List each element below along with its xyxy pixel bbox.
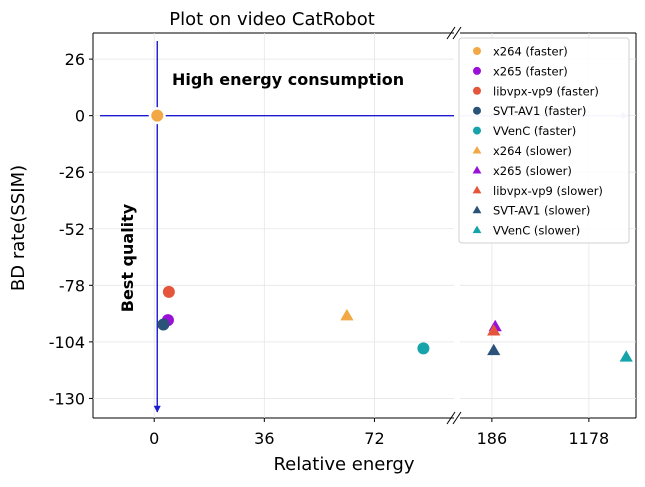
legend-marker [472,225,482,234]
x-tick-label: 186 [477,429,508,448]
legend-label: x265 (faster) [493,64,568,78]
legend-label: SVT-AV1 (faster) [493,104,586,118]
legend-label: SVT-AV1 (slower) [493,204,590,218]
y-tick-label: -78 [59,276,85,295]
legend-item: VVenC (faster) [473,124,576,138]
data-point-group [417,342,430,355]
data-point [619,350,633,362]
annotation-high-energy: High energy consumption [172,70,404,89]
x-tick-label: 72 [364,429,384,448]
data-point [417,342,430,355]
legend-marker [473,66,481,75]
legend-label: VVenC (slower) [493,224,580,238]
data-points [148,107,633,362]
data-point-group [619,350,633,362]
legend-item: x265 (faster) [473,64,568,78]
legend-marker [473,126,481,135]
data-point [487,324,501,336]
x-tick-label: 36 [254,429,274,448]
plot-frame [92,26,637,425]
legend-item: SVT-AV1 (slower) [472,204,590,218]
legend-marker [472,205,482,214]
data-point [487,343,501,356]
data-point [157,318,170,331]
legend-marker [473,106,481,115]
legend-marker [473,86,481,95]
chart-title: Plot on video CatRobot [169,9,375,30]
legend-item: x265 (slower) [472,164,572,178]
legend-label: x265 (slower) [493,164,572,178]
data-point-group [157,318,170,331]
x-tick-label: 1178 [569,429,610,448]
legend-label: libvpx-vp9 (faster) [493,84,599,98]
axis-break-mark [446,411,456,425]
legend-item: libvpx-vp9 (faster) [473,84,599,98]
axis-break-mark [446,26,456,40]
y-tick-label: 0 [75,107,85,126]
legend-item: x264 (faster) [473,45,568,59]
y-tick-label: -52 [59,220,85,239]
y-tick-label: -26 [59,163,85,182]
axis-labels: 26 0 -26 -52 -78 -104 -130 0 36 72 186 1178 [49,50,610,448]
legend-item: libvpx-vp9 (slower) [472,184,603,198]
legend-label: x264 (slower) [493,144,572,158]
legend: x264 (faster) x265 (faster) libvpx-vp9 (fa… [458,37,630,244]
data-point [340,308,354,321]
data-point [151,109,164,122]
legend-item: VVenC (slower) [472,224,580,238]
y-axis-label: BD rate(SSIM) [8,165,29,291]
axis-break-mark [452,26,462,40]
legend-item: x264 (slower) [472,144,572,158]
legend-marker [472,165,482,174]
y-tick-label: -104 [49,333,85,352]
y-tick-label: -130 [49,389,85,408]
legend-marker [472,185,482,194]
data-point-group [487,324,501,336]
legend-label: libvpx-vp9 (slower) [493,184,603,198]
axis-break-mark [452,411,462,425]
x-axis-label: Relative energy [273,454,414,475]
annotation-best-quality: Best quality [118,203,137,312]
data-point-group [162,285,175,298]
legend-label: VVenC (faster) [493,124,576,138]
data-point-group [340,308,354,321]
data-point [162,285,175,298]
data-point-group [148,107,166,125]
data-point-group [487,343,501,356]
x-tick-label: 0 [149,429,159,448]
legend-box [458,37,630,244]
legend-marker [473,47,481,55]
legend-marker [472,145,482,154]
legend-item: SVT-AV1 (faster) [473,104,586,118]
legend-label: x264 (faster) [493,45,568,59]
axis-ticks [89,58,590,422]
y-tick-label: 26 [65,50,85,69]
